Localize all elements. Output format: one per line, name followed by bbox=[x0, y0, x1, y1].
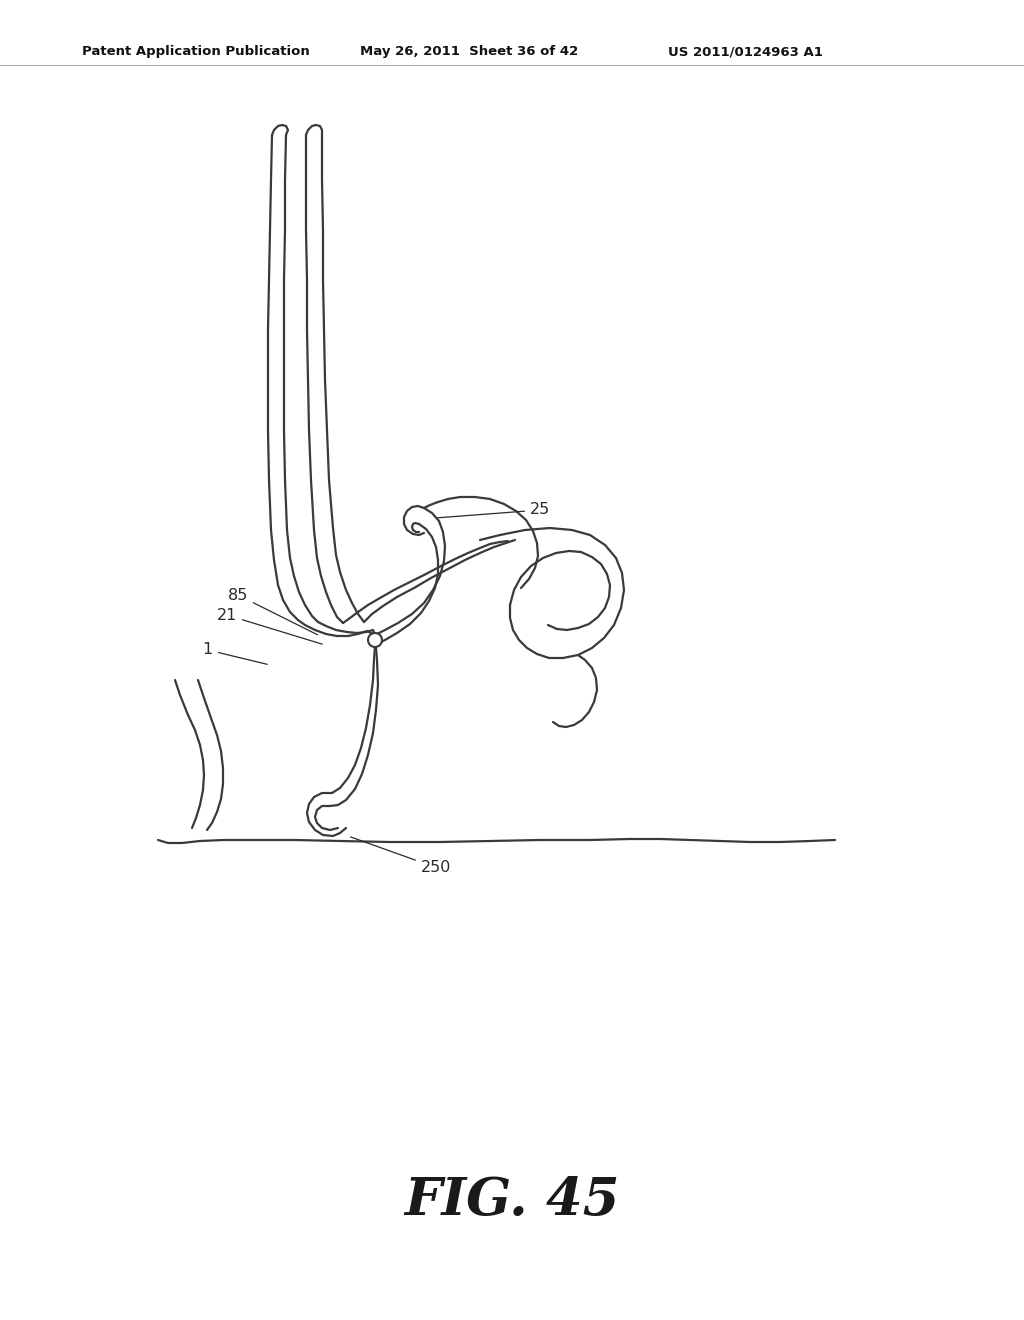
Circle shape bbox=[368, 634, 382, 647]
Text: 250: 250 bbox=[350, 837, 452, 875]
Text: Patent Application Publication: Patent Application Publication bbox=[82, 45, 309, 58]
Text: FIG. 45: FIG. 45 bbox=[404, 1175, 620, 1225]
Text: May 26, 2011  Sheet 36 of 42: May 26, 2011 Sheet 36 of 42 bbox=[360, 45, 579, 58]
Text: 1: 1 bbox=[203, 643, 267, 664]
Text: 25: 25 bbox=[438, 503, 550, 517]
Text: 21: 21 bbox=[217, 607, 323, 644]
Text: US 2011/0124963 A1: US 2011/0124963 A1 bbox=[668, 45, 823, 58]
Text: 85: 85 bbox=[227, 587, 317, 635]
